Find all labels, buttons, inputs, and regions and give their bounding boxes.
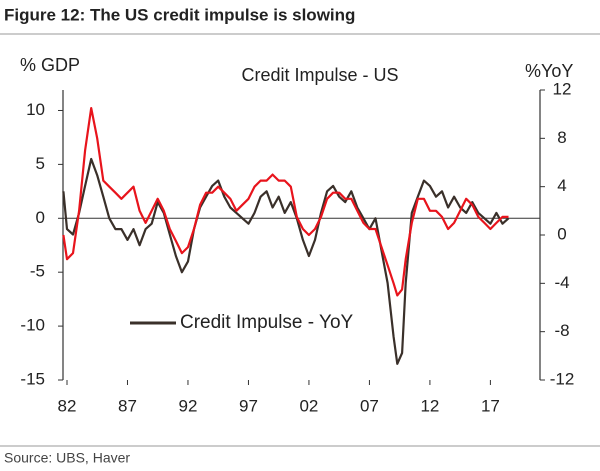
y-tick-label: 10 bbox=[26, 100, 45, 119]
y2-tick-label: -12 bbox=[550, 369, 575, 388]
x-tick-label: 97 bbox=[239, 396, 258, 415]
y-tick-label: 0 bbox=[36, 208, 45, 227]
x-tick-label: 02 bbox=[299, 396, 318, 415]
legend-label: Credit Impulse - YoY bbox=[180, 312, 354, 333]
x-tick-label: 07 bbox=[360, 396, 379, 415]
y-tick-label: -5 bbox=[30, 262, 45, 281]
y2-tick-label: 0 bbox=[557, 224, 566, 243]
series-line bbox=[62, 107, 509, 297]
x-tick-label: 82 bbox=[58, 396, 77, 415]
y-axis-label: % GDP bbox=[20, 55, 80, 75]
y2-tick-label: 8 bbox=[557, 128, 566, 147]
x-tick-label: 12 bbox=[420, 396, 439, 415]
y2-tick-label: -8 bbox=[554, 321, 569, 340]
y2-axis-label: %YoY bbox=[525, 61, 573, 81]
chart-title: Figure 12: The US credit impulse is slow… bbox=[4, 5, 355, 24]
y2-tick-label: -4 bbox=[554, 273, 569, 292]
y2-tick-label: 12 bbox=[553, 79, 572, 98]
y-tick-label: -15 bbox=[20, 369, 45, 388]
y-tick-label: -10 bbox=[20, 316, 45, 335]
chart-subtitle: Credit Impulse - US bbox=[241, 65, 398, 85]
x-tick-label: 87 bbox=[118, 396, 137, 415]
source-note: Source: UBS, Haver bbox=[4, 450, 130, 466]
x-tick-label: 17 bbox=[481, 396, 500, 415]
x-tick-label: 92 bbox=[179, 396, 198, 415]
y2-tick-label: 4 bbox=[557, 176, 566, 195]
y-tick-label: 5 bbox=[36, 154, 45, 173]
series-line bbox=[62, 157, 510, 365]
